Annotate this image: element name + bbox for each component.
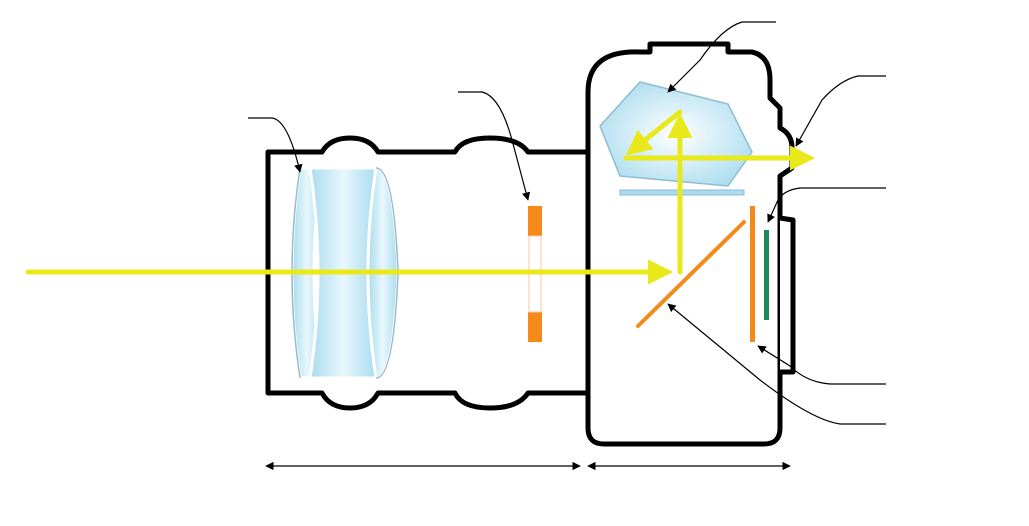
reflex-mirror xyxy=(636,220,746,328)
light-path xyxy=(25,109,815,285)
ray-prism-diagonal xyxy=(626,109,683,156)
image-sensor xyxy=(764,230,769,320)
leader-mirror xyxy=(667,303,886,425)
leader-pentaprism xyxy=(667,21,776,93)
shutter xyxy=(750,206,755,342)
leader-aperture xyxy=(458,91,531,201)
rear-display xyxy=(779,215,796,375)
leader-lens-elements xyxy=(248,117,303,173)
leader-sensor xyxy=(767,187,886,223)
callout-leaders xyxy=(248,21,886,425)
leader-shutter xyxy=(757,345,886,385)
leader-eyepiece xyxy=(795,75,886,147)
